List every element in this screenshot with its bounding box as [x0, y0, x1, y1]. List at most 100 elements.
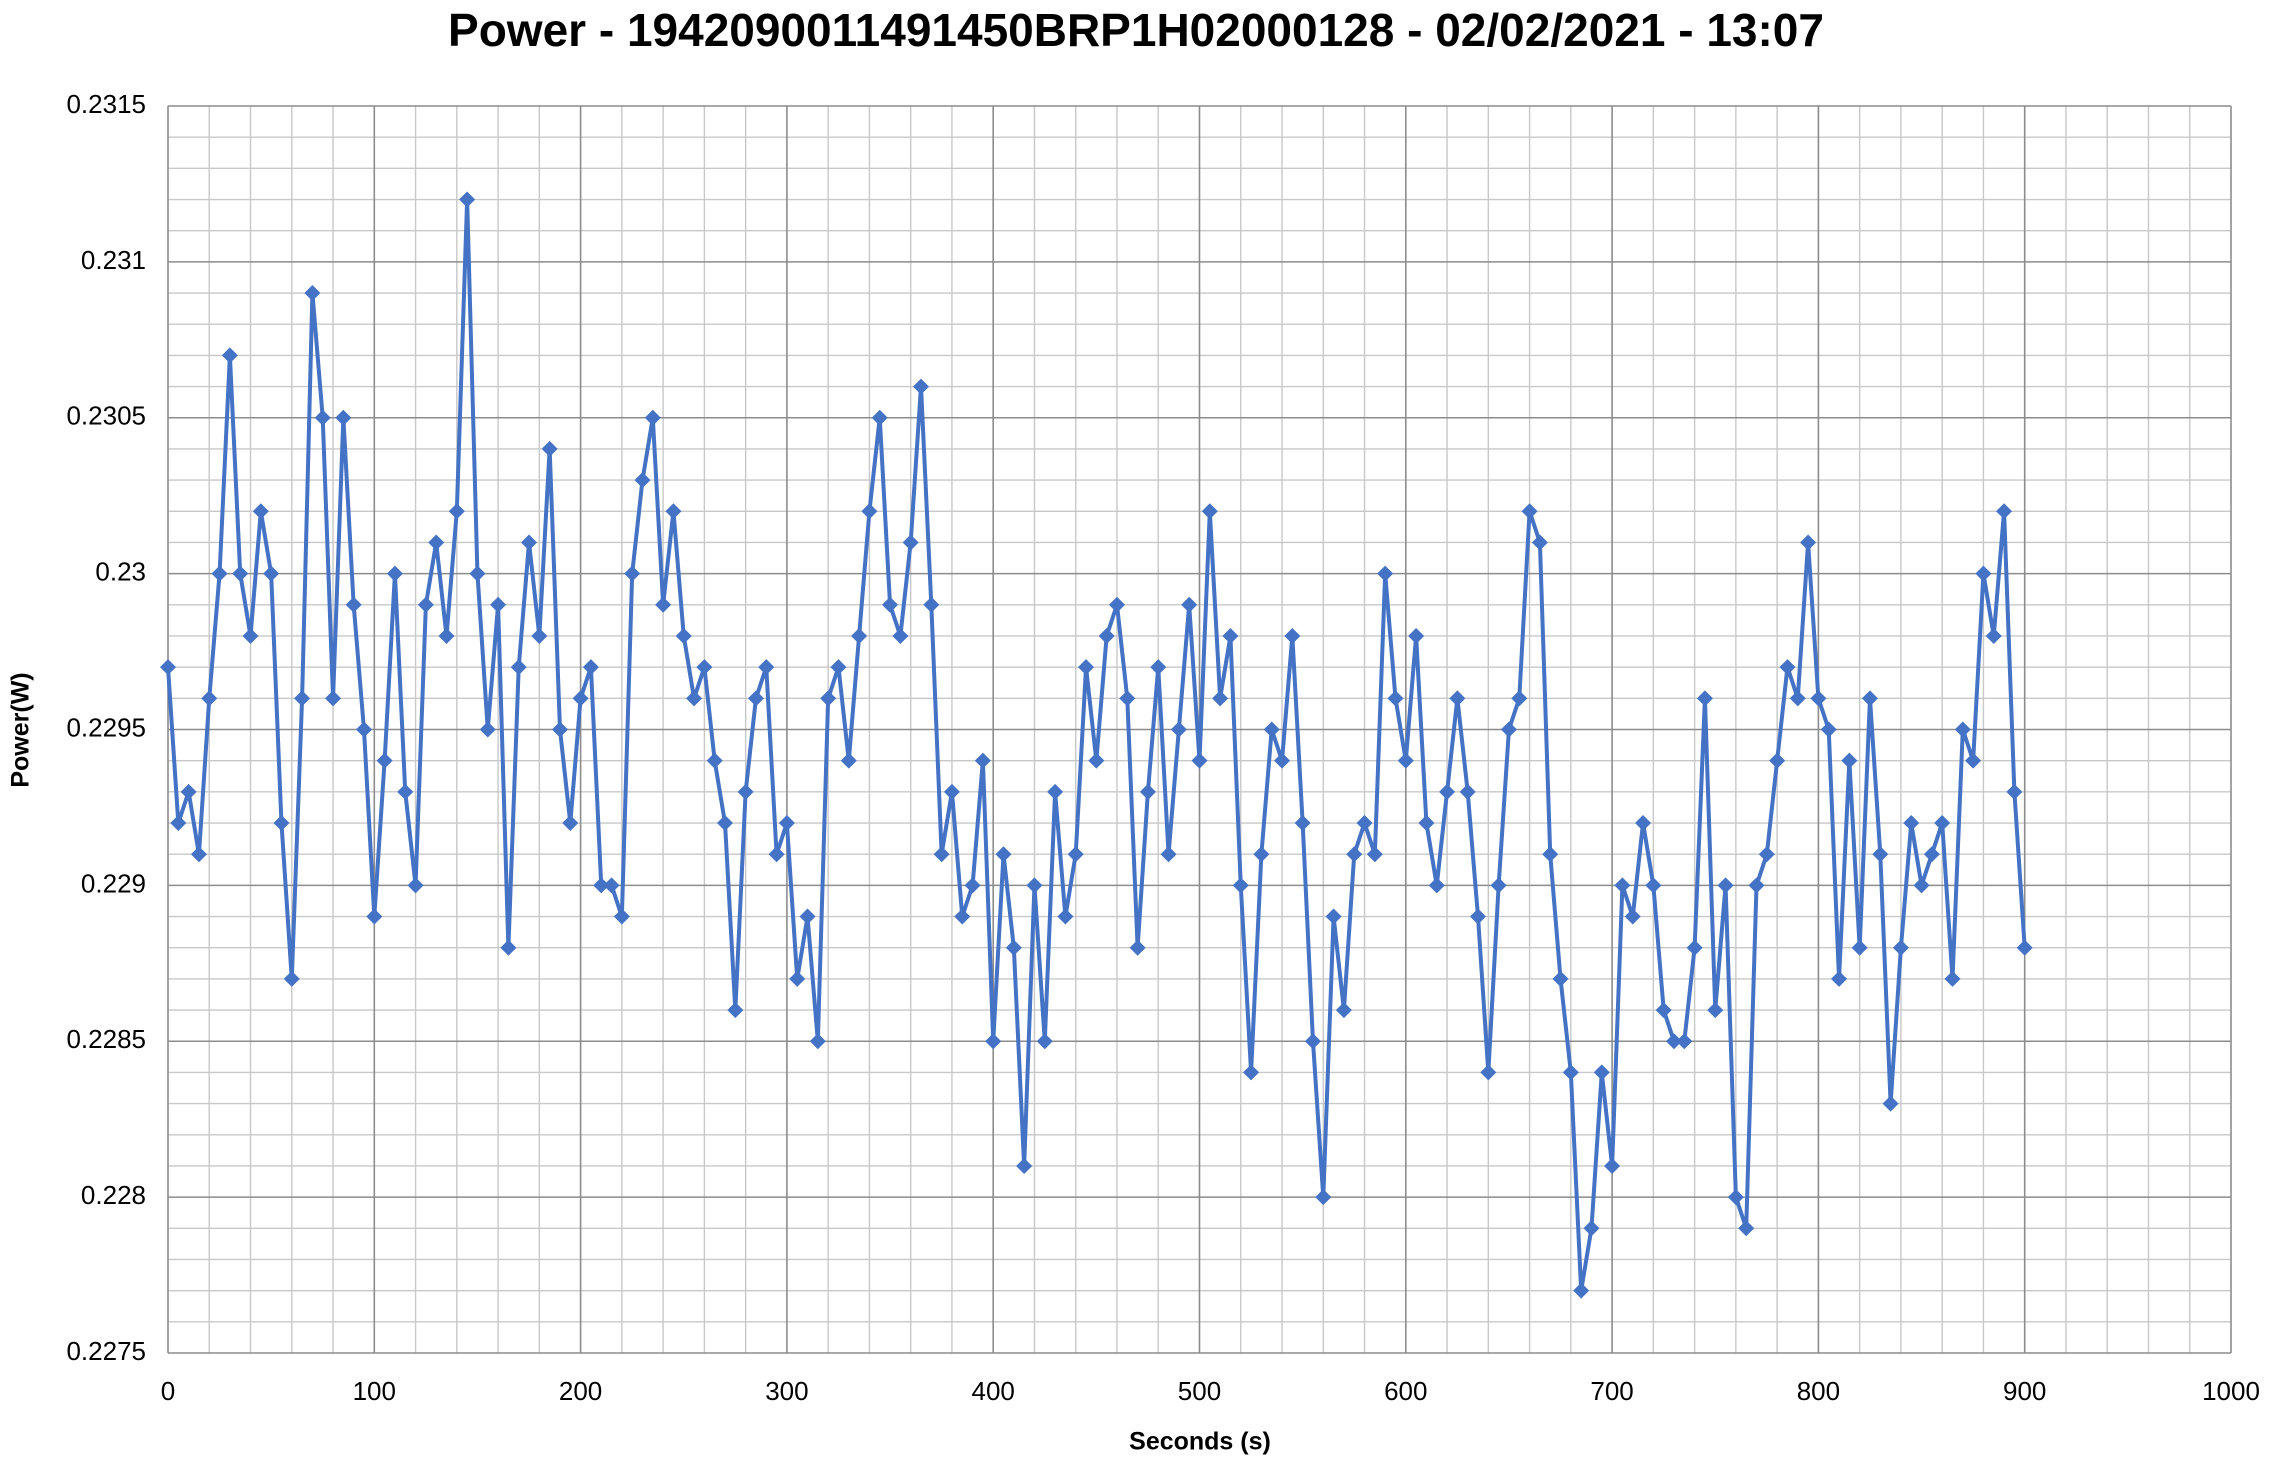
data-marker	[840, 752, 857, 769]
data-marker	[190, 846, 207, 863]
data-marker	[1449, 690, 1466, 707]
data-marker	[386, 565, 403, 582]
data-marker	[1573, 1282, 1590, 1299]
data-marker	[1243, 1064, 1260, 1081]
data-marker	[1965, 752, 1982, 769]
data-marker	[1903, 815, 1920, 832]
data-marker	[160, 659, 176, 676]
data-marker	[325, 690, 342, 707]
data-marker	[1789, 690, 1806, 707]
data-marker	[1727, 1189, 1744, 1206]
data-marker	[1985, 627, 2002, 644]
x-tick-label: 200	[559, 1376, 602, 1406]
data-marker	[1201, 503, 1218, 520]
data-marker	[737, 783, 754, 800]
data-marker	[1800, 534, 1817, 551]
data-marker	[582, 659, 599, 676]
data-marker	[1758, 846, 1775, 863]
data-marker	[562, 815, 579, 832]
x-tick-label: 1000	[2202, 1376, 2260, 1406]
data-marker	[727, 1002, 744, 1019]
data-marker	[717, 815, 734, 832]
data-marker	[1139, 783, 1156, 800]
data-marker	[1459, 783, 1476, 800]
data-marker	[1408, 627, 1425, 644]
data-marker	[1738, 1220, 1755, 1237]
data-marker	[892, 627, 909, 644]
data-marker	[1098, 627, 1115, 644]
data-marker	[1645, 877, 1662, 894]
data-marker	[861, 503, 878, 520]
data-marker	[665, 503, 682, 520]
data-marker	[221, 347, 238, 364]
data-marker	[459, 191, 476, 208]
data-marker	[1181, 596, 1198, 613]
data-marker	[1284, 627, 1301, 644]
x-axis-label: Seconds (s)	[1129, 1428, 1271, 1456]
data-marker	[1655, 1002, 1672, 1019]
data-marker	[1150, 659, 1167, 676]
data-marker	[1861, 690, 1878, 707]
data-marker	[1604, 1157, 1621, 1174]
data-marker	[1624, 908, 1641, 925]
data-marker	[1057, 908, 1074, 925]
data-marker	[1191, 752, 1208, 769]
data-marker	[314, 409, 331, 426]
data-marker	[644, 409, 661, 426]
data-marker	[1779, 659, 1796, 676]
data-marker	[531, 627, 548, 644]
data-marker	[1036, 1033, 1053, 1050]
data-marker	[902, 534, 919, 551]
y-tick-label: 0.23	[95, 557, 146, 587]
data-marker	[686, 690, 703, 707]
data-marker	[1954, 721, 1971, 738]
data-marker	[1500, 721, 1517, 738]
data-marker	[1975, 565, 1992, 582]
data-marker	[1428, 877, 1445, 894]
data-marker	[335, 409, 352, 426]
data-marker	[1067, 846, 1084, 863]
data-marker	[479, 721, 496, 738]
data-marker	[995, 846, 1012, 863]
data-marker	[541, 440, 558, 457]
data-marker	[933, 846, 950, 863]
x-tick-label: 0	[161, 1376, 175, 1406]
data-marker	[809, 1033, 826, 1050]
data-marker	[1490, 877, 1507, 894]
data-marker	[294, 690, 311, 707]
data-line	[166, 197, 2027, 1293]
data-marker	[1387, 690, 1404, 707]
data-marker	[1222, 627, 1239, 644]
data-marker	[1170, 721, 1187, 738]
data-marker	[634, 472, 651, 489]
data-marker	[407, 877, 424, 894]
data-marker	[1160, 846, 1177, 863]
data-marker	[1418, 815, 1435, 832]
data-marker	[1531, 534, 1548, 551]
data-marker	[1397, 752, 1414, 769]
y-tick-label: 0.228	[81, 1180, 146, 1210]
data-marker	[1005, 939, 1022, 956]
data-marker	[624, 565, 641, 582]
data-marker	[438, 627, 455, 644]
data-marker	[376, 752, 393, 769]
data-marker	[1831, 970, 1848, 987]
data-marker	[1356, 815, 1373, 832]
data-marker	[820, 690, 837, 707]
data-marker	[1263, 721, 1280, 738]
data-marker	[923, 596, 940, 613]
data-marker	[283, 970, 300, 987]
y-axis-label: Power(W)	[7, 672, 35, 787]
data-marker	[799, 908, 816, 925]
data-marker	[1769, 752, 1786, 769]
data-marker	[1542, 846, 1559, 863]
data-marker	[1934, 815, 1951, 832]
data-marker	[1841, 752, 1858, 769]
data-marker	[1552, 970, 1569, 987]
data-marker	[789, 970, 806, 987]
x-tick-label: 100	[353, 1376, 396, 1406]
data-marker	[1294, 815, 1311, 832]
data-marker	[304, 285, 321, 302]
